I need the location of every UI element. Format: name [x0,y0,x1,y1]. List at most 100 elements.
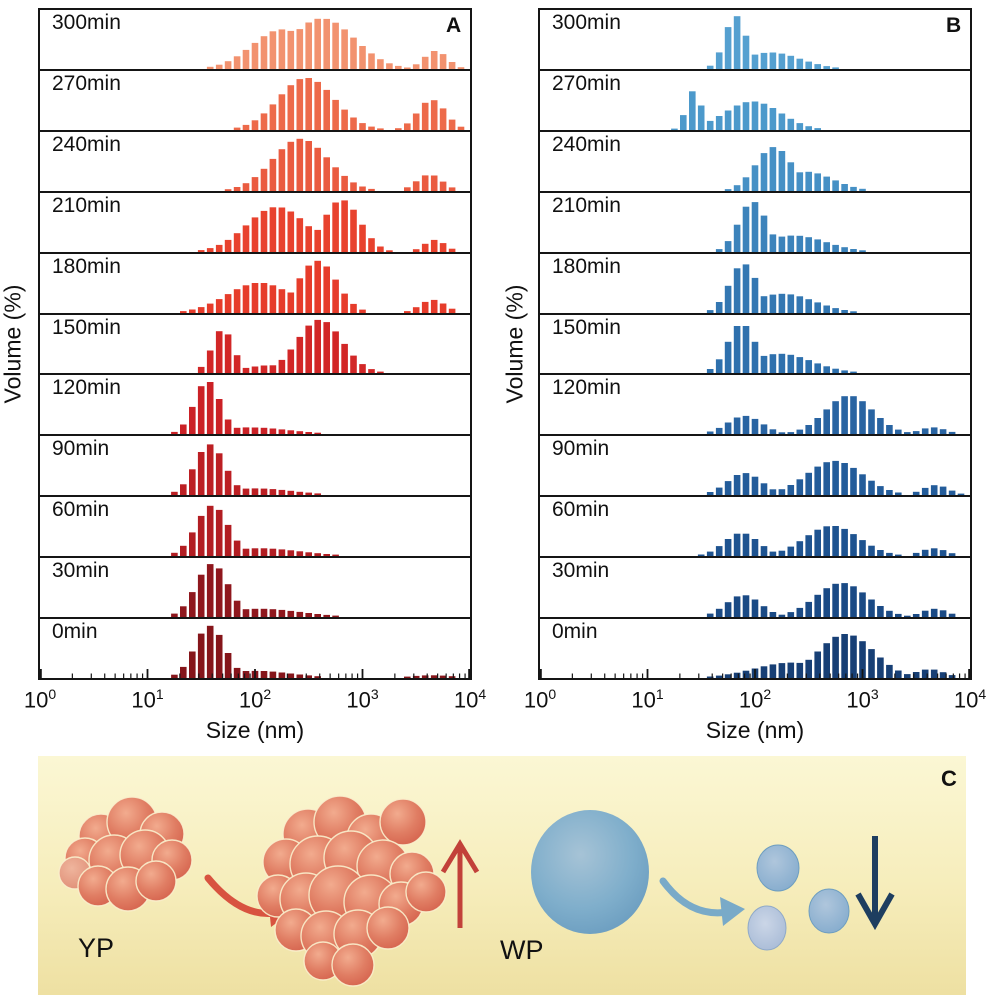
histogram-bars [706,396,956,435]
yp-sphere [135,860,177,902]
time-label: 270min [552,71,621,95]
time-label: 300min [52,11,121,34]
time-label: 150min [552,315,621,339]
histogram-bars [706,326,857,374]
time-label: 240min [52,132,121,156]
dist-row-a-180min: 180min [40,251,470,313]
histogram-bars [171,505,339,557]
time-label: 0min [52,620,98,644]
dist-row-b-30min: 30min [540,556,970,618]
panel-c-letter: C [941,766,957,791]
x-tick-10e4: 104 [453,686,487,713]
dist-row-a-30min: 30min [40,556,470,618]
wp-small-particle [747,905,787,951]
time-label: 210min [52,193,121,217]
dist-row-a-150min: 150min [40,312,470,374]
dist-row-a-210min: 210min [40,190,470,252]
histogram-bars [197,200,456,252]
x-tick-10e1: 101 [131,686,164,713]
histogram-bars [706,263,857,313]
yp-label: YP [78,933,114,963]
wp-large-particle [531,810,649,934]
histogram-bars [671,91,821,130]
time-label: 300min [552,11,621,34]
wp-label: WP [500,935,544,965]
x-tick-10e3: 103 [846,686,879,713]
histogram-bars [697,526,956,557]
panel-b-letter: B [946,14,962,37]
wp-small-particle [808,888,850,934]
yp-sphere [366,906,410,950]
dist-row-b-60min: 60min [540,495,970,557]
time-label: 120min [52,376,121,400]
down-arrow-icon [855,836,895,931]
dist-row-a-120min: 120min [40,373,470,435]
panel-c-illustration: YP WP C [38,756,966,995]
time-label: 60min [52,498,110,522]
histogram-bars [706,16,839,69]
histogram-bars [706,461,965,496]
dist-row-b-90min: 90min [540,434,970,496]
time-label: 180min [52,254,121,278]
time-label: 30min [552,559,610,583]
yp-sphere [331,943,375,987]
x-tick-10e1: 101 [631,686,664,713]
panel-c-canvas: YP WP C [58,766,957,987]
histogram-bars [233,77,465,130]
histogram-bars [180,260,456,313]
time-label: 60min [552,498,610,522]
time-label: 180min [552,254,621,278]
time-label: 210min [552,193,621,217]
yp-sphere [379,798,427,846]
dist-row-b-120min: 120min [540,373,970,435]
x-axis-label-a: Size (nm) [205,717,305,743]
dist-row-a-270min: 270min [40,68,470,130]
time-label: 0min [552,620,598,644]
histogram-bars [171,444,321,496]
panel-a-letter: A [446,14,462,37]
dist-row-a-90min: 90min [40,434,470,496]
x-tick-10e2: 102 [738,686,772,713]
time-label: 150min [52,315,121,339]
time-label: 90min [552,437,610,461]
x-tick-10e4: 104 [953,686,987,713]
dist-row-b-210min: 210min [540,190,970,252]
dist-row-b-0min: 0min [540,617,970,678]
blue-curved-arrow [659,877,745,926]
wp-small-particle [756,844,800,892]
y-axis-label-b: Volume (%) [501,284,528,404]
x-tick-10e3: 103 [346,686,379,713]
histogram-bars [724,146,866,191]
time-label: 270min [52,71,121,95]
histogram-bars [540,633,970,678]
time-label: 240min [552,132,621,156]
x-axis-label-b: Size (nm) [705,717,805,743]
time-label: 30min [52,559,110,583]
dist-row-a-60min: 60min [40,495,470,557]
yp-sphere [405,871,447,913]
yp-large-aggregate [256,795,447,987]
time-label: 120min [552,376,621,400]
time-label: 90min [52,437,110,461]
histogram-bars [197,320,384,374]
histogram-bars [171,382,321,435]
dist-row-b-180min: 180min [540,251,970,313]
dist-row-b-270min: 270min [540,68,970,130]
dist-row-a-0min: 0min [40,617,470,678]
yp-small-aggregate [58,796,193,912]
dist-row-b-240min: 240min [540,129,970,191]
x-tick-10e0: 100 [523,686,557,713]
histogram-bars [171,564,339,618]
dist-row-b-150min: 150min [540,312,970,374]
panel-a-plot: 300min 270min 240min 210min 180min 150min 120m… [38,8,472,680]
panel-b-plot: 300min 270min 240min 210min 180min 150min 120m… [538,8,972,680]
dist-row-a-240min: 240min [40,129,470,191]
dist-row-a-300min: 300min [40,10,470,69]
dist-row-b-300min: 300min [540,10,970,69]
histogram-bars [40,625,470,678]
histogram-bars [206,18,465,69]
histogram-bars [715,201,866,252]
x-tick-10e2: 102 [238,686,272,713]
x-tick-10e0: 100 [23,686,57,713]
